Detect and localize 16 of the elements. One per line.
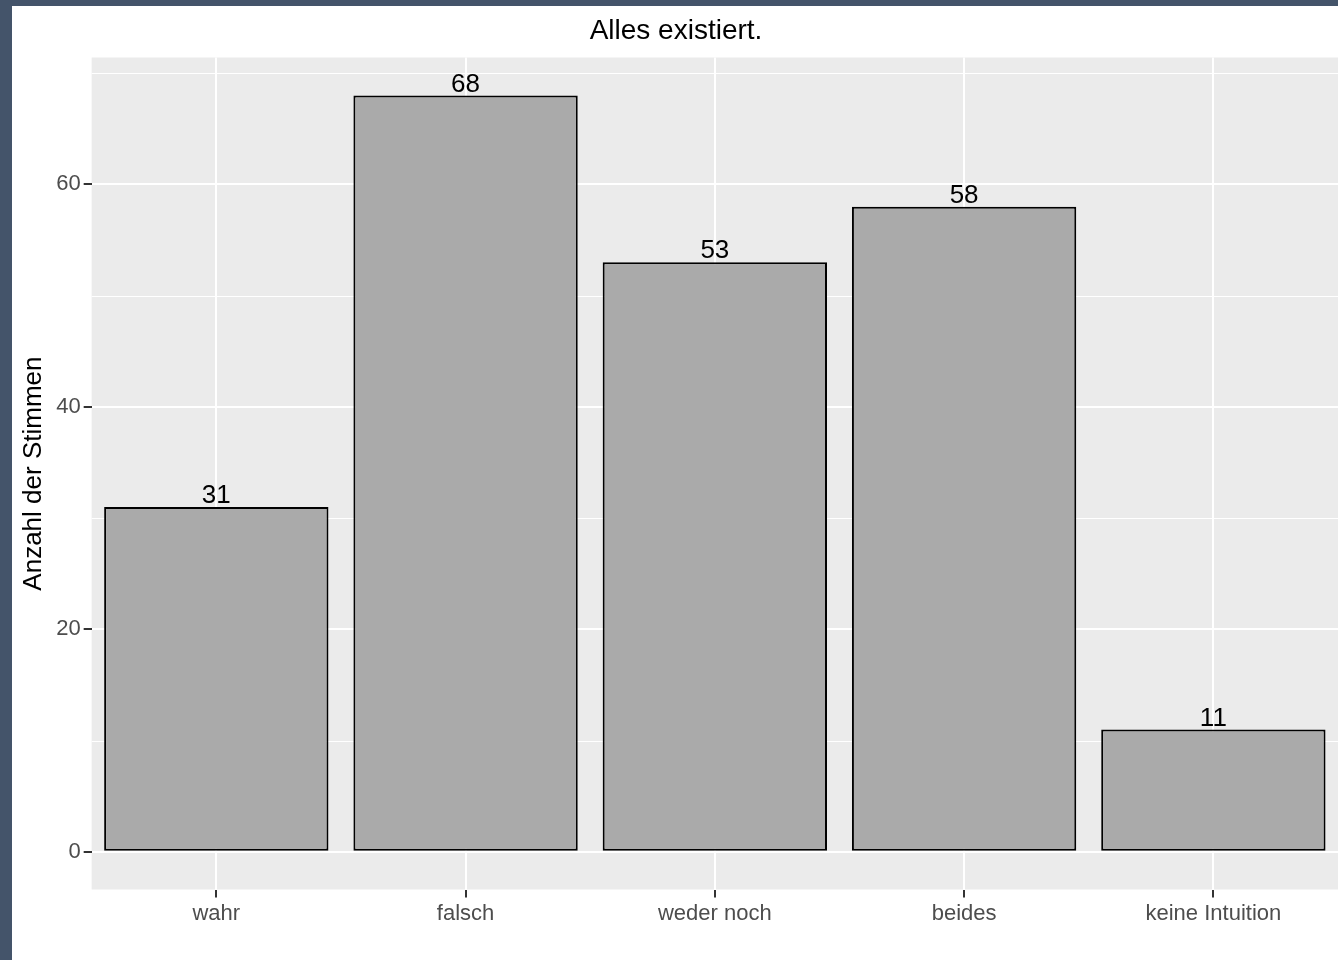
- x-tick-label: weder noch: [656, 899, 772, 925]
- x-tick-label: wahr: [191, 899, 241, 925]
- x-tick-label: keine Intuition: [1145, 899, 1282, 925]
- data-label: 58: [949, 178, 979, 209]
- chart-title: Alles existiert.: [589, 13, 763, 45]
- x-tick-label: falsch: [436, 899, 495, 925]
- y-tick-label: 60: [56, 170, 81, 196]
- data-label: 11: [1199, 701, 1227, 732]
- data-label: 53: [700, 234, 730, 265]
- y-tick-label: 40: [56, 392, 81, 418]
- data-label: 68: [451, 67, 481, 98]
- y-tick-label: 0: [68, 837, 81, 863]
- data-label: 31: [201, 479, 231, 510]
- x-tick-label: beides: [931, 899, 997, 925]
- y-tick-label: 20: [56, 615, 81, 641]
- y-axis-title: Anzahl der Stimmen: [16, 356, 47, 591]
